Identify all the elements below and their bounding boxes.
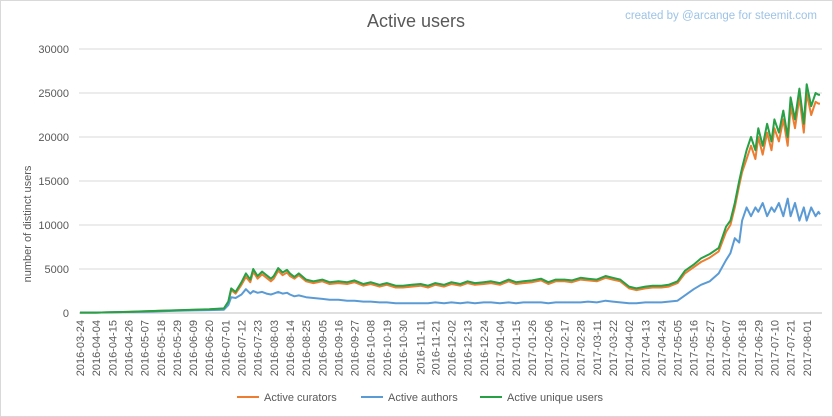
x-tick-label: 2016-12-24 bbox=[479, 320, 491, 376]
x-tick-label: 2016-07-12 bbox=[237, 320, 249, 376]
x-tick-label: 2017-02-06 bbox=[543, 320, 555, 376]
x-tick-label: 2017-02-17 bbox=[560, 320, 572, 376]
x-tick-label: 2016-11-21 bbox=[430, 320, 442, 375]
x-tick-label: 2016-12-02 bbox=[446, 320, 458, 376]
x-tick-label: 2016-03-24 bbox=[75, 320, 87, 376]
x-tick-label: 2016-08-25 bbox=[301, 320, 313, 376]
y-tick-label: 0 bbox=[63, 308, 69, 320]
y-axis-label: number of distinct users bbox=[22, 165, 34, 282]
x-tick-label: 2017-02-28 bbox=[576, 320, 588, 376]
y-tick-label: 15000 bbox=[38, 176, 69, 188]
x-tick-label: 2017-04-13 bbox=[640, 320, 652, 376]
x-tick-label: 2016-06-20 bbox=[204, 320, 216, 376]
x-tick-label: 2017-01-04 bbox=[495, 320, 507, 376]
x-tick-label: 2017-07-10 bbox=[769, 320, 781, 376]
x-tick-label: 2017-07-21 bbox=[786, 320, 798, 376]
x-tick-label: 2016-12-13 bbox=[463, 320, 475, 376]
x-tick-label: 2016-10-19 bbox=[382, 320, 394, 376]
gridlines bbox=[79, 48, 822, 314]
x-tick-label: 2016-08-03 bbox=[269, 320, 281, 376]
x-tick-label: 2017-04-02 bbox=[624, 320, 636, 376]
series-line bbox=[80, 83, 820, 314]
x-axis-ticks: 2016-03-24 2016-04-04 2016-04-15 2016-04-26… bbox=[75, 320, 814, 376]
x-tick-label: 2016-04-26 bbox=[123, 320, 135, 376]
y-tick-label: 10000 bbox=[38, 220, 69, 232]
x-tick-label: 2017-05-05 bbox=[673, 320, 685, 376]
series-lines bbox=[80, 83, 821, 314]
x-tick-label: 2016-06-09 bbox=[188, 320, 200, 376]
y-tick-label: 25000 bbox=[38, 88, 69, 100]
x-tick-label: 2017-03-11 bbox=[592, 320, 604, 375]
legend-label: Active curators bbox=[264, 392, 337, 404]
x-tick-label: 2017-06-29 bbox=[753, 320, 765, 376]
y-tick-label: 20000 bbox=[38, 132, 69, 144]
x-tick-label: 2016-09-16 bbox=[333, 320, 345, 376]
x-tick-label: 2017-01-26 bbox=[527, 320, 539, 376]
x-tick-label: 2016-04-15 bbox=[107, 320, 119, 376]
x-tick-label: 2016-05-29 bbox=[172, 320, 184, 376]
x-tick-label: 2016-04-04 bbox=[91, 320, 103, 376]
x-tick-label: 2016-10-30 bbox=[398, 320, 410, 376]
x-tick-label: 2016-09-27 bbox=[350, 320, 362, 376]
x-tick-label: 2017-01-15 bbox=[511, 320, 523, 376]
credit-text: created by @arcange for steemit.com bbox=[625, 10, 817, 22]
legend-label: Active authors bbox=[388, 392, 458, 404]
x-tick-label: 2016-11-11 bbox=[416, 320, 428, 375]
x-tick-label: 2016-05-18 bbox=[156, 320, 168, 376]
x-tick-label: 2017-06-07 bbox=[721, 320, 733, 376]
y-tick-label: 5000 bbox=[45, 264, 69, 276]
x-tick-label: 2017-06-18 bbox=[737, 320, 749, 376]
legend: Active curators Active authors Active uniq… bbox=[237, 392, 603, 404]
x-tick-label: 2016-07-23 bbox=[253, 320, 265, 376]
series-line bbox=[80, 197, 821, 314]
x-tick-label: 2016-05-07 bbox=[140, 320, 152, 376]
y-tick-label: 30000 bbox=[38, 44, 69, 56]
x-tick-label: 2017-04-24 bbox=[656, 320, 668, 376]
y-axis-ticks: 0 5000 10000 15000 20000 25000 30000 bbox=[38, 44, 69, 320]
x-tick-label: 2016-09-05 bbox=[317, 320, 329, 376]
x-tick-label: 2017-05-16 bbox=[689, 320, 701, 376]
x-tick-label: 2016-10-08 bbox=[366, 320, 378, 376]
x-tick-label: 2017-03-22 bbox=[608, 320, 620, 376]
x-tick-label: 2017-05-27 bbox=[705, 320, 717, 376]
chart-title: Active users bbox=[367, 11, 465, 31]
x-tick-label: 2016-07-01 bbox=[220, 320, 232, 376]
legend-label: Active unique users bbox=[507, 392, 603, 404]
x-tick-label: 2017-08-01 bbox=[802, 320, 814, 376]
series-line bbox=[80, 92, 820, 314]
x-tick-label: 2016-08-14 bbox=[285, 320, 297, 376]
